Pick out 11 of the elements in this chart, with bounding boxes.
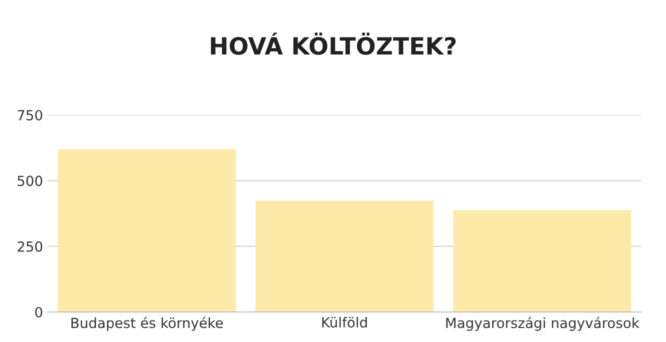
bar (256, 200, 434, 312)
chart-title: HOVÁ KÖLTÖZTEK? (210, 32, 456, 55)
bar (453, 210, 632, 312)
bar (58, 149, 236, 312)
y-tick-label: 250 (18, 241, 42, 252)
y-tick-label: 750 (18, 110, 42, 120)
x-tick-label: Magyarországi nagyvárosok (446, 316, 640, 331)
y-tick-label: 0 (35, 306, 42, 318)
y-tick-label: 500 (18, 176, 42, 186)
x-tick-label: Budapest és környéke (71, 316, 223, 331)
x-tick-label: Külföld (322, 316, 367, 328)
